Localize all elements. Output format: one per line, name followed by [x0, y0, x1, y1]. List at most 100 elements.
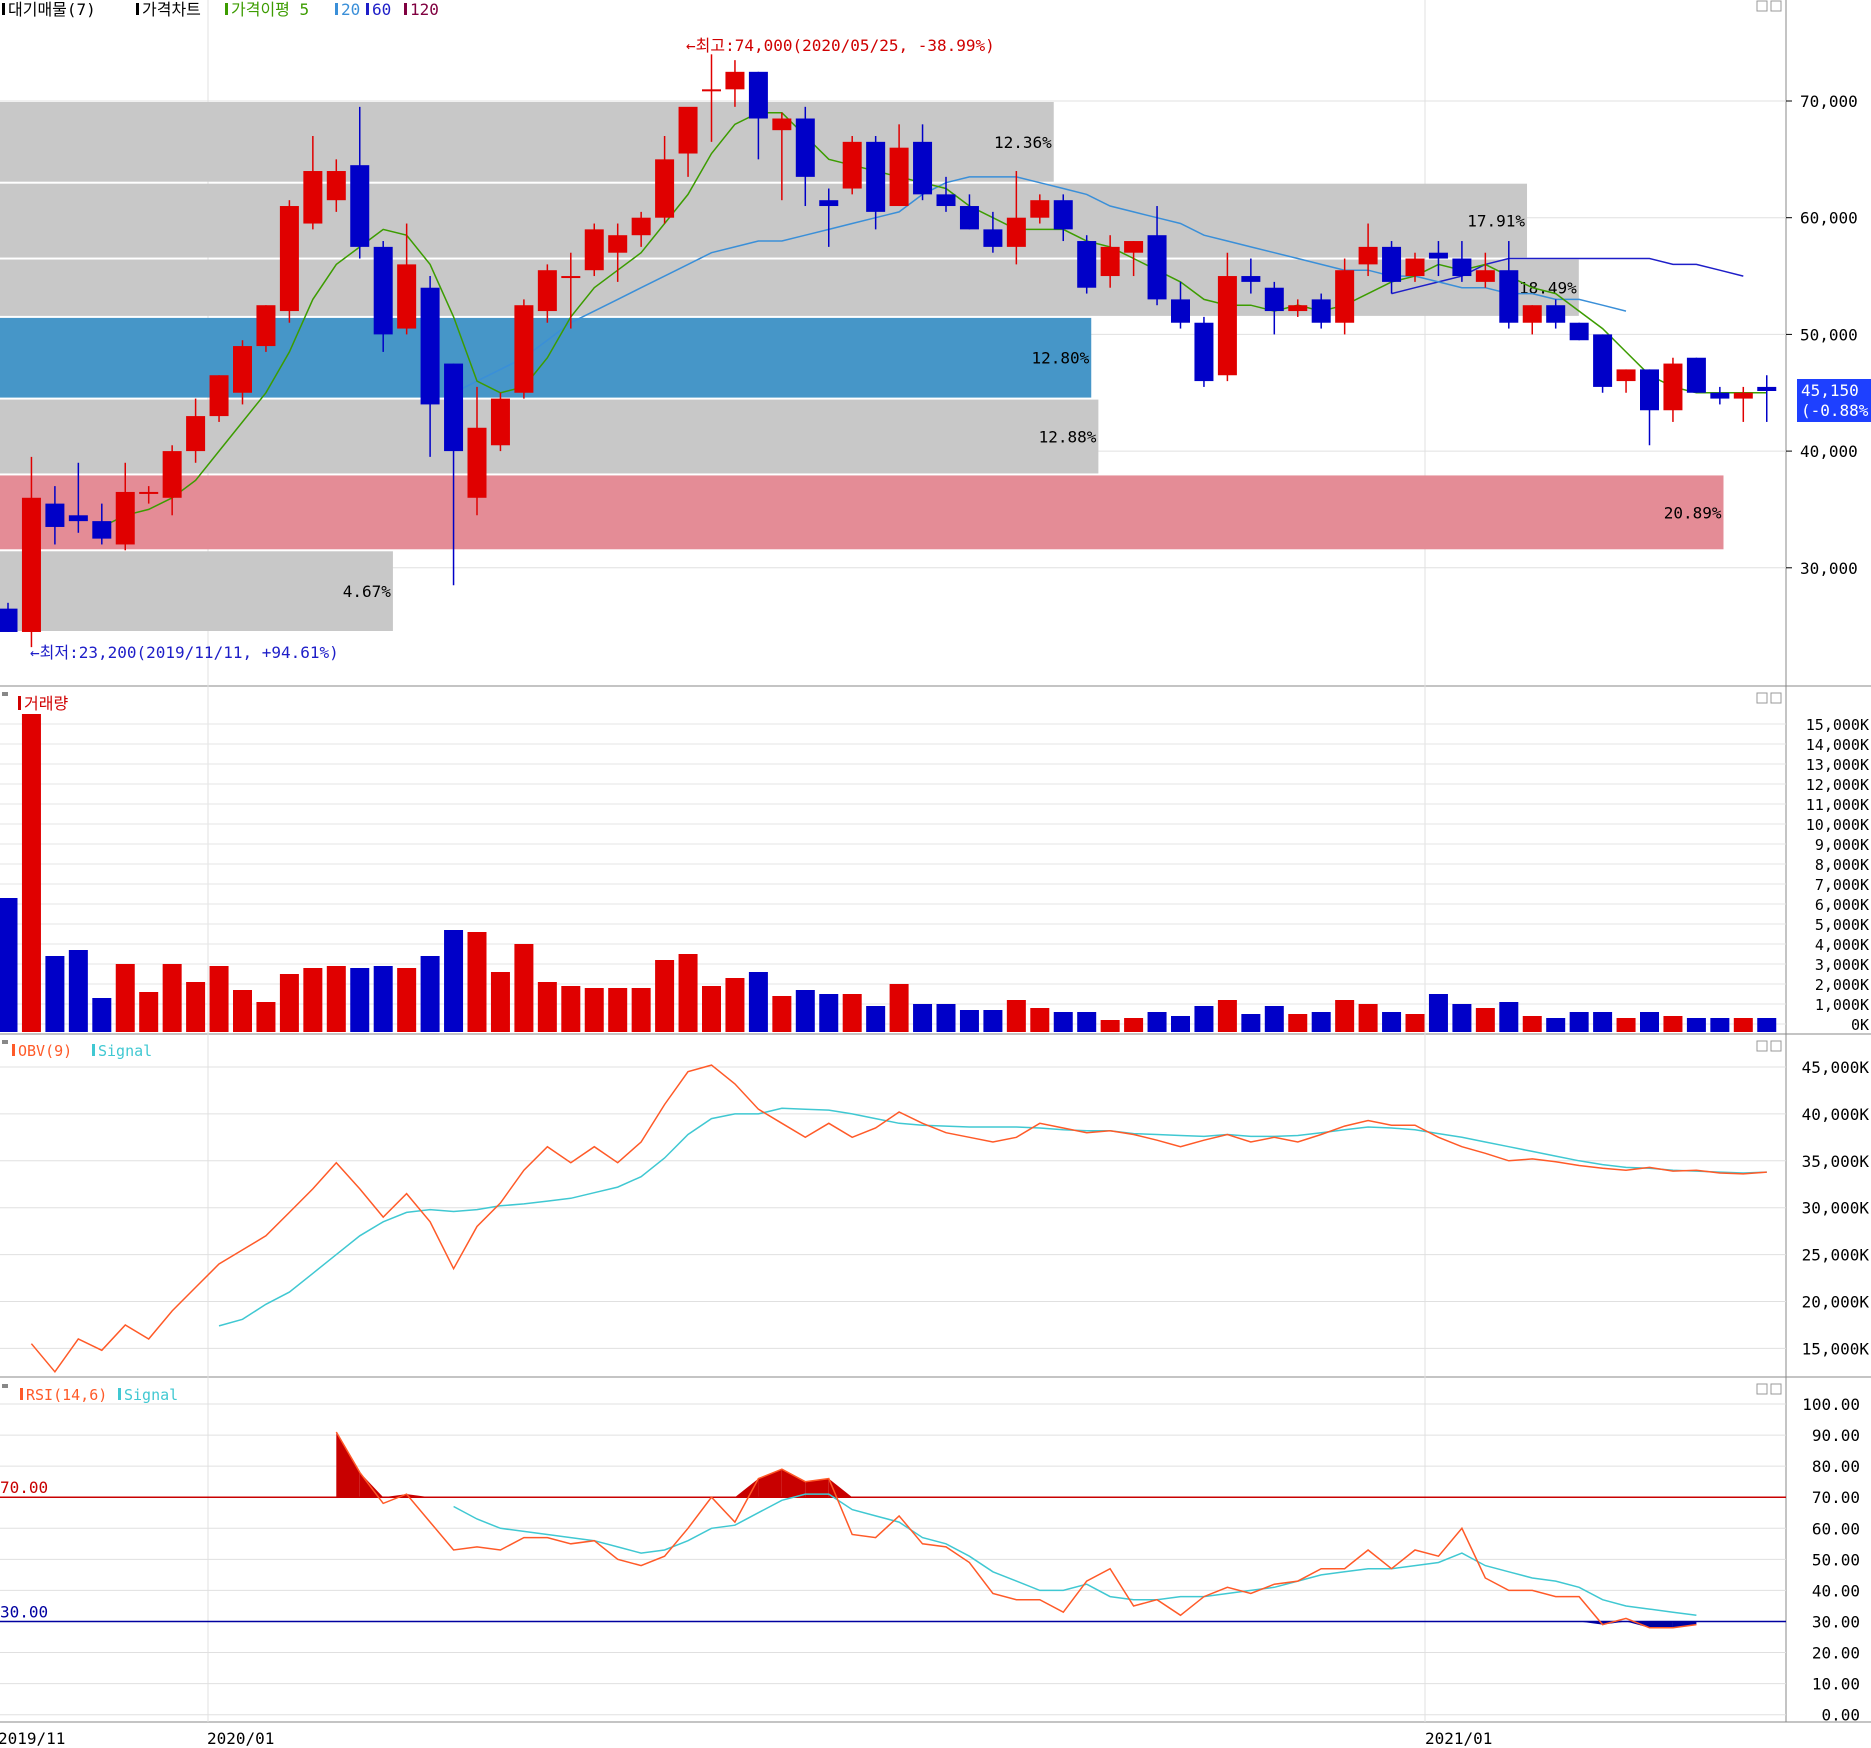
candle-body: [1640, 369, 1659, 411]
panel-close-icon[interactable]: [1770, 0, 1782, 12]
volume-bar: [279, 974, 299, 1032]
supply-zone: [0, 399, 1099, 474]
annotations: ←최고:74,000(2020/05/25, -38.99%) ←최저:23,2…: [30, 36, 995, 662]
price-tick-label: 70,000: [1800, 92, 1858, 111]
rsi-oversold-fill: [1626, 1621, 1650, 1628]
volume-bar: [1522, 1016, 1542, 1032]
rsi-overbought-fill: [758, 1469, 782, 1498]
volume-tick-label: 10,000K: [1806, 816, 1869, 834]
volume-tick-label: 1,000K: [1815, 996, 1869, 1014]
volume-bar: [209, 966, 229, 1032]
volume-bar: [1452, 1004, 1472, 1032]
candle-body: [537, 270, 557, 312]
candle-body: [1686, 357, 1706, 393]
candle-body: [655, 159, 675, 218]
candle-body: [1546, 305, 1566, 323]
volume-bar: [959, 1010, 979, 1032]
volume-bar: [186, 982, 206, 1032]
volume-tick-label: 15,000K: [1806, 716, 1869, 734]
volume-bar: [584, 988, 604, 1032]
candle-body: [772, 118, 792, 131]
volume-bar: [373, 966, 393, 1032]
panel-close-icon[interactable]: [1770, 692, 1782, 704]
volume-bar: [1194, 1006, 1214, 1032]
rsi-tick-label: 100.00: [1802, 1395, 1860, 1414]
volume-bar: [1217, 1000, 1237, 1032]
volume-tick-label: 8,000K: [1815, 856, 1869, 874]
candle-body: [1358, 246, 1378, 265]
obv-tick-label: 15,000K: [1802, 1339, 1870, 1358]
rsi-overbought-fill: [781, 1469, 806, 1498]
supply-zone-label: 12.80%: [1031, 349, 1089, 368]
volume-tick-label: 3,000K: [1815, 956, 1869, 974]
ma60-line: [1391, 257, 1744, 295]
volume-tick-label: 9,000K: [1815, 836, 1869, 854]
panel-restore-icon[interactable]: [1756, 1040, 1768, 1052]
volume-tick-label: 13,000K: [1806, 756, 1869, 774]
volume-bar: [514, 944, 534, 1032]
volume-bar: [1757, 1018, 1777, 1032]
supply-zone: [0, 317, 1092, 398]
panel-restore-icon[interactable]: [1756, 692, 1768, 704]
candle-body: [303, 171, 323, 224]
x-axis: 2019/11 2020/01 2021/01: [0, 1729, 1492, 1748]
volume-bar: [1686, 1018, 1706, 1032]
candle-body: [983, 229, 1003, 247]
volume-bar: [1358, 1004, 1378, 1032]
current-price: 45,150: [1801, 381, 1859, 400]
panel-close-icon[interactable]: [1770, 1040, 1782, 1052]
volume-bar: [162, 964, 182, 1032]
candle-body: [186, 416, 206, 452]
rsi-overbought-fill: [406, 1494, 431, 1498]
candle-body: [1288, 305, 1308, 312]
volume-bar: [1499, 1002, 1519, 1032]
volume-bar: [1616, 1018, 1636, 1032]
volume-bar: [866, 1006, 886, 1032]
candle-body: [1335, 270, 1355, 323]
volume-bar: [1733, 1018, 1753, 1032]
panel-restore-icon[interactable]: [1756, 1383, 1768, 1395]
volume-bar: [725, 978, 745, 1032]
volume-bar: [889, 984, 909, 1032]
volume-bar: [1171, 1016, 1190, 1032]
candle-body: [1757, 386, 1777, 391]
volume-bar: [233, 990, 252, 1032]
rsi-overbought-fill: [359, 1472, 384, 1498]
volume-bar: [1124, 1018, 1144, 1032]
candle-body: [350, 165, 370, 247]
volume-bar: [490, 972, 510, 1032]
volume-bar: [1288, 1014, 1308, 1032]
panel-restore-icon[interactable]: [1756, 0, 1768, 12]
candle-body: [92, 521, 112, 539]
candle-body: [1100, 246, 1120, 277]
volume-bar: [1030, 1008, 1050, 1032]
volume-tick-label: 4,000K: [1815, 936, 1869, 954]
candle-body: [45, 503, 65, 527]
current-price-tag: 45,150 (-0.88%): [1797, 379, 1871, 422]
volume-bar: [1264, 1006, 1284, 1032]
volume-tick-label: 12,000K: [1806, 776, 1869, 794]
volume-bar: [561, 986, 581, 1032]
candle-body: [795, 118, 815, 177]
candle-body: [631, 217, 651, 236]
candle-body: [1382, 246, 1402, 282]
volume-tick-label: 7,000K: [1815, 876, 1869, 894]
rsi-overbought-fill: [336, 1431, 360, 1498]
candle-body: [490, 398, 510, 446]
panel-close-icon[interactable]: [1770, 1383, 1782, 1395]
volume-bar: [1475, 1008, 1495, 1032]
candle-body: [725, 71, 745, 90]
candle-body: [256, 305, 276, 347]
volume-bar: [256, 1002, 276, 1032]
candle-body: [1311, 299, 1331, 323]
volume-tick-label: 2,000K: [1815, 976, 1869, 994]
candle-body: [444, 363, 464, 452]
supply-zone-label: 17.91%: [1467, 212, 1525, 231]
x-label-2019-11: 2019/11: [0, 1729, 65, 1748]
volume-bar: [139, 992, 159, 1032]
candle-body: [1030, 200, 1050, 218]
candle-body: [1217, 276, 1237, 376]
obv-tick-label: 40,000K: [1802, 1105, 1870, 1124]
candle-body: [373, 246, 393, 335]
